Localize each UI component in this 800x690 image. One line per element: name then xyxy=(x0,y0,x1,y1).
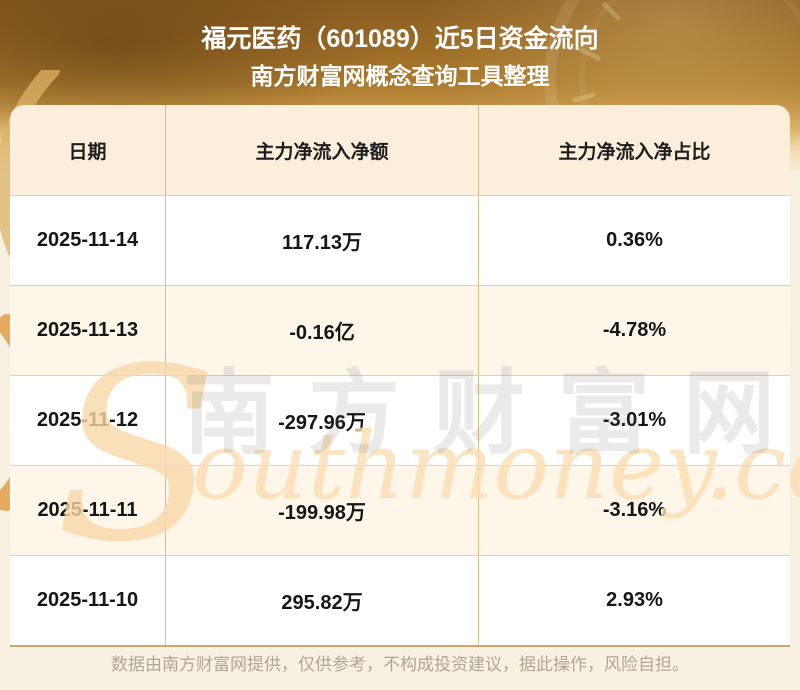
table-header-row: 日期 主力净流入净额 主力净流入净占比 xyxy=(10,105,790,195)
column-header-net-inflow: 主力净流入净额 xyxy=(165,105,478,195)
net-ratio-cell: 0.36% xyxy=(478,196,790,285)
table-row: 2025-11-11 -199.98万 -3.16% xyxy=(10,465,790,555)
date-cell: 2025-11-10 xyxy=(36,589,139,611)
date-cell: 2025-11-11 xyxy=(37,499,138,521)
net-ratio-cell: -4.78% xyxy=(478,286,790,375)
net-inflow-cell: -0.16亿 xyxy=(165,286,478,375)
disclaimer-text: 数据由南方财富网提供，仅供参考，不构成投资建议，据此操作，风险自担。 xyxy=(111,655,689,674)
fund-flow-table: 日期 主力净流入净额 主力净流入净占比 2025-11-14 117.13万 0… xyxy=(10,105,790,647)
table-row: 2025-11-13 -0.16亿 -4.78% xyxy=(10,285,790,375)
date-cell: 2025-11-12 xyxy=(36,409,139,431)
net-ratio-cell: -3.16% xyxy=(478,466,790,555)
table-row: 2025-11-10 295.82万 2.93% xyxy=(10,555,790,645)
date-cell: 2025-11-14 xyxy=(36,229,139,251)
net-ratio-cell: -3.01% xyxy=(478,376,790,465)
date-cell: 2025-11-13 xyxy=(36,319,139,341)
column-header-date: 日期 xyxy=(68,141,107,163)
net-inflow-cell: 295.82万 xyxy=(165,556,478,645)
page-title-block: 福元医药（601089）近5日资金流向 南方财富网概念查询工具整理 xyxy=(0,24,800,91)
table-row: 2025-11-14 117.13万 0.36% xyxy=(10,195,790,285)
page-subtitle: 南方财富网概念查询工具整理 xyxy=(250,63,550,89)
net-inflow-cell: -199.98万 xyxy=(165,466,478,555)
page-title: 福元医药（601089）近5日资金流向 xyxy=(201,25,599,53)
net-inflow-cell: 117.13万 xyxy=(165,196,478,285)
net-ratio-cell: 2.93% xyxy=(478,556,790,645)
column-header-net-ratio: 主力净流入净占比 xyxy=(478,105,790,195)
table-row: 2025-11-12 -297.96万 -3.01% xyxy=(10,375,790,465)
net-inflow-cell: -297.96万 xyxy=(165,376,478,465)
